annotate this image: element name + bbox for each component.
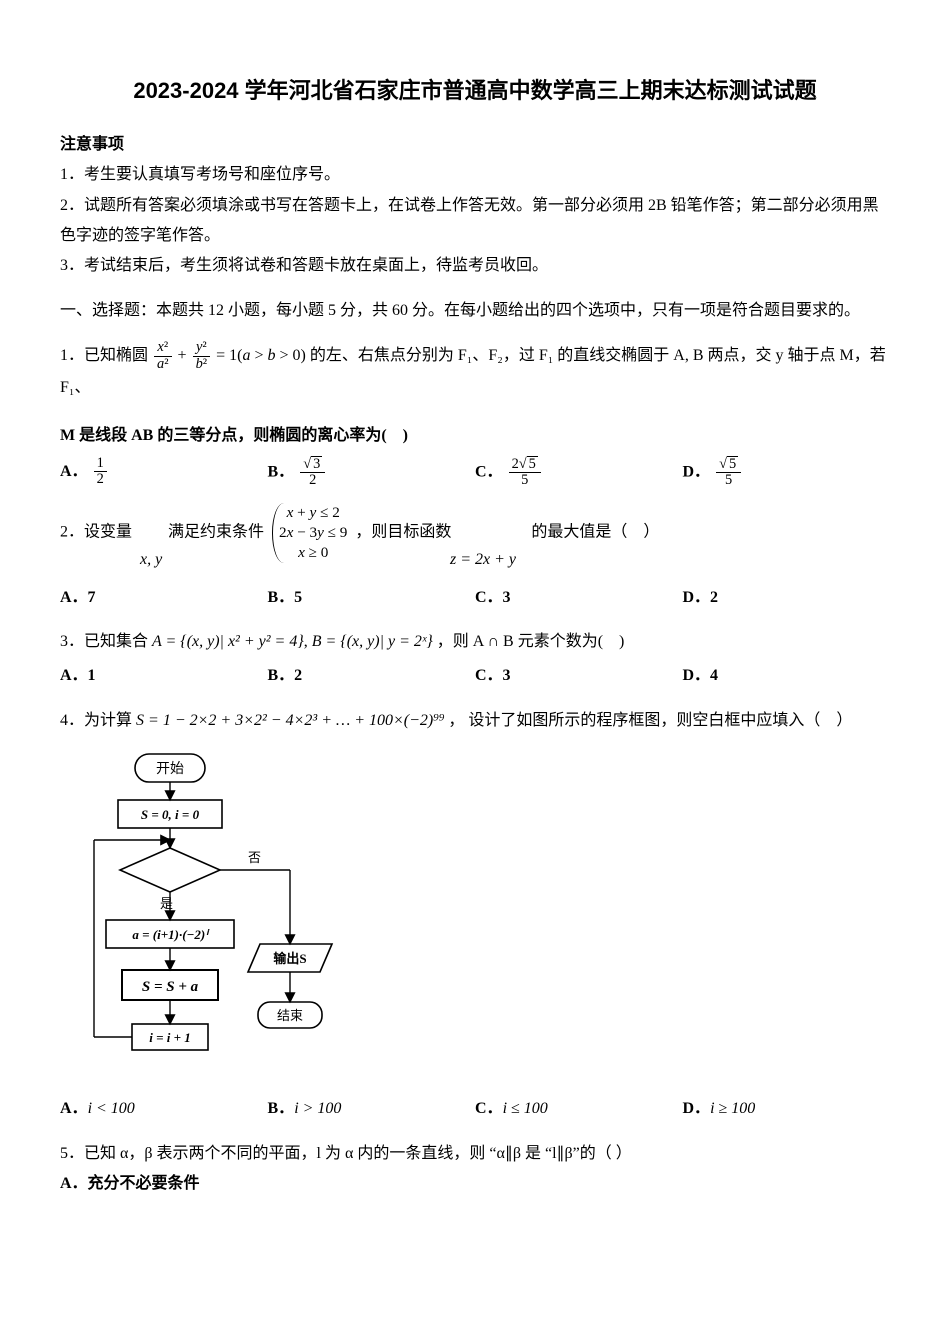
q2-opt-d: D．2: [683, 583, 891, 613]
q1-prefix: 1．已知椭圆: [60, 347, 152, 364]
q3-opt-a: A．1: [60, 661, 268, 691]
notice-item-1: 1．考生要认真填写考场号和座位序号。: [60, 160, 890, 190]
q4-opt-c-label: C．: [475, 1100, 503, 1117]
q4-opt-d: D．i ≥ 100: [683, 1094, 891, 1124]
flow-update-s: S = S + a: [142, 979, 199, 995]
q1-opt-a: A． 12: [60, 456, 268, 490]
q2-constraints: x + y ≤ 2 2x − 3y ≤ 9 x ≥ 0: [272, 503, 347, 562]
q3-prefix: 3．已知集合: [60, 633, 152, 650]
q4-options: A．i < 100 B．i > 100 C．i ≤ 100 D．i ≥ 100: [60, 1094, 890, 1124]
q2-opt-c: C．3: [475, 583, 683, 613]
q3-set-a: A = {(x, y)| x² + y² = 4}: [152, 633, 304, 650]
q1-line2: M 是线段 AB 的三等分点，则椭圆的离心率为( ): [60, 421, 890, 451]
question-4: 4．为计算 S = 1 − 2×2 + 3×2² − 4×2³ + … + 10…: [60, 706, 890, 736]
flow-end: 结束: [277, 1008, 303, 1023]
q1-opt-c-label: C．: [475, 463, 503, 480]
q1-right: 的左、右焦点分别为 F₁、F₂，过 F₁ 的直线交椭圆于 A, B 两点，交 y…: [60, 347, 886, 396]
q1-opt-b-label: B．: [268, 463, 295, 480]
flow-start: 开始: [156, 761, 184, 777]
q4-prefix: 4．为计算: [60, 712, 136, 729]
q3-opt-c: C．3: [475, 661, 683, 691]
q2-opt-b: B．5: [268, 583, 476, 613]
page-title: 2023-2024 学年河北省石家庄市普通高中数学高三上期末达标测试试题: [60, 70, 890, 112]
flow-yes: 是: [160, 896, 173, 911]
q2-prefix: 2．设变量 满足约束条件: [60, 524, 268, 541]
q4-opt-a-label: A．: [60, 1100, 88, 1117]
q1-opt-a-label: A．: [60, 463, 88, 480]
q4-opt-b: B．i > 100: [268, 1094, 476, 1124]
flow-output: 输出S: [273, 951, 306, 966]
q4-opt-b-val: i > 100: [294, 1100, 341, 1117]
q1-frac-x: x²a²: [154, 340, 172, 373]
q4-opt-c: C．i ≤ 100: [475, 1094, 683, 1124]
q2-xy-label: x, y: [140, 545, 162, 575]
q2-after: ，则目标函数 的最大值是（ ）: [355, 524, 659, 541]
q4-opt-a: A．i < 100: [60, 1094, 268, 1124]
q2-options: A．7 B．5 C．3 D．2: [60, 583, 890, 613]
section-1-heading: 一、选择题：本题共 12 小题，每小题 5 分，共 60 分。在每小题给出的四个…: [60, 296, 890, 326]
question-2: 2．设变量 满足约束条件 x + y ≤ 2 2x − 3y ≤ 9 x ≥ 0…: [60, 503, 890, 562]
q3-opt-d: D．4: [683, 661, 891, 691]
q3-suffix: ，则 A ∩ B 元素个数为( ): [437, 633, 625, 650]
question-5: 5．已知 α，β 表示两个不同的平面，l 为 α 内的一条直线，则 “α∥β 是…: [60, 1139, 890, 1169]
flow-init: S = 0, i = 0: [141, 807, 200, 822]
q2-opt-a: A．7: [60, 583, 268, 613]
question-1: 1．已知椭圆 x²a² + y²b² = 1(a > b > 0) 的左、右焦点…: [60, 340, 890, 403]
flow-inc: i = i + 1: [149, 1030, 191, 1045]
q3-set-b: B = {(x, y)| y = 2ˣ}: [312, 633, 433, 650]
q2-z-label: z = 2x + y: [450, 545, 516, 575]
q1-frac-y: y²b²: [193, 340, 211, 373]
q4-opt-b-label: B．: [268, 1100, 295, 1117]
q4-suffix: ， 设计了如图所示的程序框图，则空白框中应填入（ ）: [448, 712, 852, 729]
q1-opt-b: B． √32: [268, 456, 476, 490]
q4-opt-a-val: i < 100: [88, 1100, 135, 1117]
notice-heading: 注意事项: [60, 130, 890, 160]
q4-opt-c-val: i ≤ 100: [503, 1100, 548, 1117]
q3-opt-b: B．2: [268, 661, 476, 691]
flow-assign-a: a = (i+1)·(−2)ⁱ: [132, 927, 210, 942]
flow-no: 否: [248, 850, 261, 865]
q1-opt-d: D． √55: [683, 456, 891, 490]
q5-opt-a: A．充分不必要条件: [60, 1169, 890, 1199]
q1-opt-d-label: D．: [683, 463, 711, 480]
notice-item-3: 3．考试结束后，考生须将试卷和答题卡放在桌面上，待监考员收回。: [60, 251, 890, 281]
q1-opt-c: C． 2√55: [475, 456, 683, 490]
q4-sum: S = 1 − 2×2 + 3×2² − 4×2³ + … + 100×(−2)…: [136, 712, 444, 729]
question-3: 3．已知集合 A = {(x, y)| x² + y² = 4}, B = {(…: [60, 627, 890, 657]
q1-options: A． 12 B． √32 C． 2√55 D． √55: [60, 456, 890, 490]
flowchart: 开始 S = 0, i = 0 是 否 a = (i+1)·(−2)ⁱ 输出S …: [80, 748, 420, 1088]
notice-item-2: 2．试题所有答案必须填涂或书写在答题卡上，在试卷上作答无效。第一部分必须用 2B…: [60, 191, 890, 252]
q3-options: A．1 B．2 C．3 D．4: [60, 661, 890, 691]
q4-opt-d-val: i ≥ 100: [710, 1100, 755, 1117]
q4-opt-d-label: D．: [683, 1100, 711, 1117]
